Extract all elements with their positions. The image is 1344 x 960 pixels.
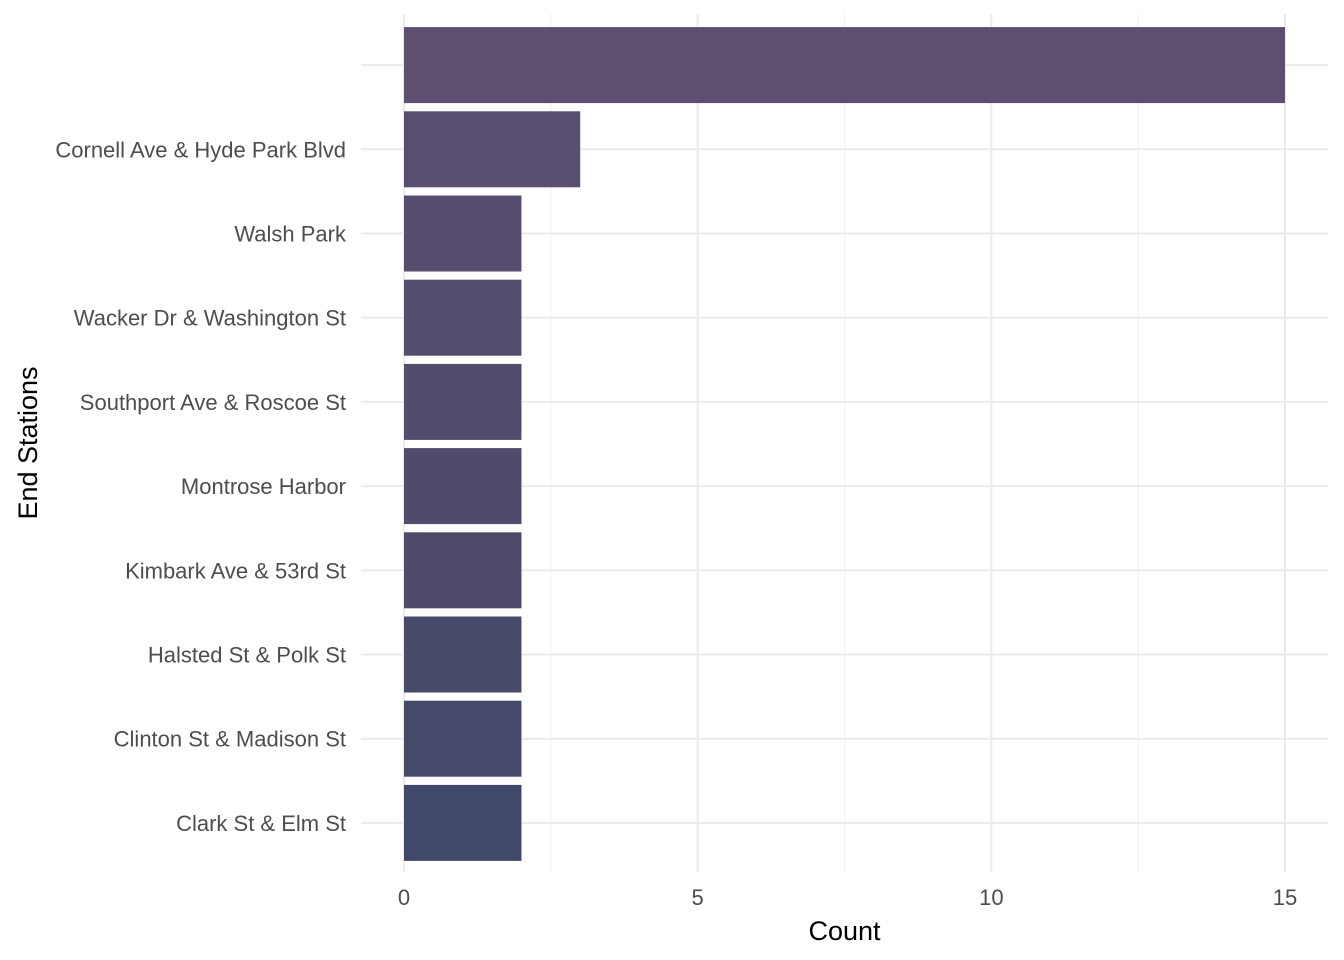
y-tick-label: Clinton St & Madison St — [114, 727, 346, 752]
bar — [404, 279, 522, 356]
bar — [404, 195, 522, 272]
y-tick-label: Cornell Ave & Hyde Park Blvd — [55, 137, 346, 162]
bar — [404, 448, 522, 525]
y-tick-label: Kimbark Ave & 53rd St — [125, 558, 346, 583]
y-tick-label: Southport Ave & Roscoe St — [80, 390, 346, 415]
bar — [404, 111, 581, 188]
bar — [404, 616, 522, 693]
y-tick-label: Walsh Park — [234, 222, 347, 247]
x-tick-label: 5 — [692, 885, 704, 910]
bars — [404, 27, 1285, 861]
x-axis-title: Count — [808, 916, 881, 946]
bar — [404, 363, 522, 440]
y-tick-labels: Cornell Ave & Hyde Park Blvd Walsh Park Wa… — [55, 137, 347, 836]
y-tick-label: Halsted St & Polk St — [148, 643, 346, 668]
x-tick-label: 10 — [979, 885, 1003, 910]
x-tick-label: 15 — [1273, 885, 1297, 910]
y-axis-title: End Stations — [13, 366, 43, 519]
y-tick-label: Wacker Dr & Washington St — [74, 306, 346, 331]
y-tick-label: Clark St & Elm St — [176, 811, 346, 836]
bar — [404, 700, 522, 777]
bar — [404, 784, 522, 861]
bar — [404, 532, 522, 609]
grid-lines — [361, 14, 1328, 872]
y-tick-label: Montrose Harbor — [181, 474, 346, 499]
x-tick-label: 0 — [398, 885, 410, 910]
x-tick-labels: 0 5 10 15 — [398, 885, 1297, 910]
bar — [404, 27, 1285, 104]
